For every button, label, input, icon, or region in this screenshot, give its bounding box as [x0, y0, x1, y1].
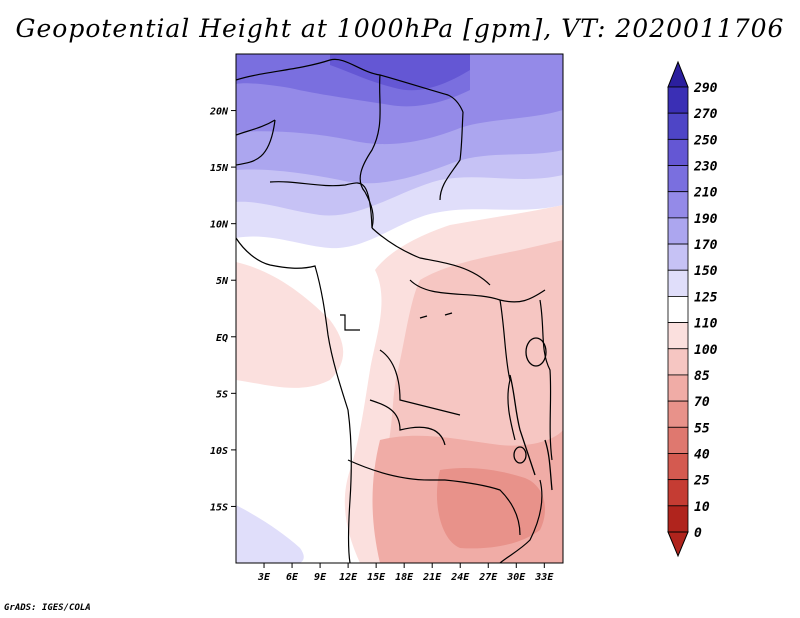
colorbar-label: 55: [694, 421, 710, 436]
lon-tick-label: 27E: [478, 572, 498, 583]
colorbar-label: 125: [694, 290, 718, 305]
colorbar-label: 25: [693, 474, 710, 489]
lon-tick-label: 6E: [286, 572, 299, 583]
lat-tick-label: 5S: [216, 389, 228, 400]
latitude-axis: 20N 15N 10N 5N EQ 5S 10S 15S: [209, 107, 236, 513]
lat-tick-label: 10N: [210, 220, 229, 231]
colorbar-label: 10: [694, 500, 710, 515]
colorbar-swatch: [667, 269, 689, 297]
colorbar-swatch: [667, 112, 689, 140]
colorbar-swatch: [667, 479, 689, 507]
lake-outlines: [419, 312, 553, 491]
colorbar-swatch: [667, 453, 689, 481]
colorbar-top-arrow: [667, 60, 689, 88]
lon-tick-label: 18E: [395, 572, 414, 583]
colorbar-label: 110: [694, 317, 718, 332]
lon-tick-label: 24E: [450, 572, 470, 583]
colorbar: 2902702502302101901701501251101008570554…: [667, 60, 718, 558]
map-frame: [235, 53, 564, 564]
colorbar-bottom-arrow: [667, 531, 689, 558]
colorbar-label: 210: [693, 186, 718, 201]
colorbar-label: 40: [694, 447, 710, 462]
colorbar-label: 250: [693, 133, 718, 148]
colorbar-label: 0: [694, 526, 702, 541]
colorbar-label: 190: [694, 212, 718, 227]
longitude-axis: 3E 6E 9E 12E 15E 18E 21E 24E 27E 30E 33E: [257, 563, 554, 583]
lat-tick-label: 20N: [209, 107, 229, 118]
colorbar-label: 85: [694, 369, 710, 384]
colorbar-label: 290: [693, 81, 718, 96]
colorbar-swatch: [667, 505, 689, 533]
lon-tick-label: 9E: [314, 572, 327, 583]
colorbar-swatch: [667, 138, 689, 166]
lon-tick-label: 15E: [367, 572, 386, 583]
colorbar-label: 70: [694, 395, 710, 410]
colorbar-swatch: [667, 400, 689, 428]
colorbar-swatch: [667, 86, 689, 114]
colorbar-label: 230: [693, 160, 718, 175]
colorbar-swatch: [667, 374, 689, 402]
lon-tick-label: 3E: [257, 572, 271, 583]
lat-tick-label: 5N: [216, 276, 229, 287]
colorbar-label: 170: [694, 238, 718, 253]
colorbar-swatch: [667, 296, 689, 323]
lon-tick-label: 30E: [506, 572, 526, 583]
lon-tick-label: 33E: [534, 572, 554, 583]
lat-tick-label: EQ: [216, 333, 228, 344]
colorbar-swatch: [667, 217, 689, 245]
map-boundaries: [235, 58, 553, 564]
lon-tick-label: 21E: [422, 572, 442, 583]
height-field: [236, 54, 563, 563]
colorbar-swatch: [667, 243, 689, 271]
colorbar-label: 150: [694, 264, 718, 279]
lat-tick-label: 15N: [210, 163, 229, 174]
grads-credit: GrADS: IGES/COLA: [4, 603, 91, 613]
lat-tick-label: 15S: [210, 502, 228, 513]
colorbar-label: 100: [694, 343, 718, 358]
lat-tick-label: 10S: [210, 446, 228, 457]
colorbar-swatch: [667, 426, 689, 454]
map-title: Geopotential Height at 1000hPa [gpm], VT…: [15, 14, 785, 43]
lon-tick-label: 12E: [339, 572, 358, 583]
colorbar-swatch: [667, 165, 689, 193]
colorbar-swatch: [667, 191, 689, 219]
colorbar-label: 270: [693, 107, 718, 122]
colorbar-swatch: [667, 322, 689, 350]
colorbar-swatch: [667, 348, 689, 376]
